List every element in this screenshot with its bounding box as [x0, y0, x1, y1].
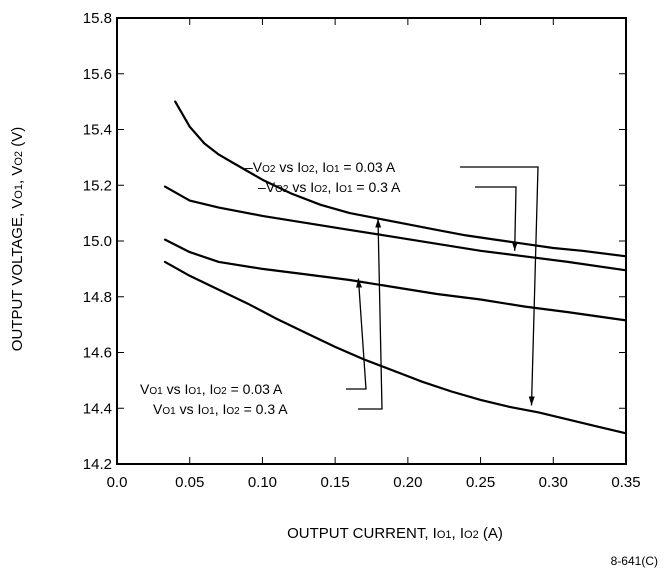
x-axis-title: OUTPUT CURRENT, IO1, IO2 (A) — [287, 525, 503, 542]
series-line-3 — [163, 238, 628, 322]
y-tick-label: 15.8 — [83, 10, 112, 27]
plot-frame — [116, 17, 627, 465]
y-tick-label: 15.2 — [83, 177, 112, 194]
annotation-label: VO1 vs IO1, IO2 = 0.3 A — [153, 401, 288, 417]
x-tick-label: 0.05 — [175, 474, 204, 491]
x-tick-label: 0.15 — [321, 474, 350, 491]
series-line-4 — [163, 260, 628, 435]
axis-ticks: 0.0 0.05 0.10 0.15 0.20 0.25 0.30 0.35 14.2 14.4 1… — [83, 10, 641, 491]
x-tick-label: 0.10 — [248, 474, 277, 491]
annotation-label: –VO2 vs IO2, IO1 = 0.3 A — [258, 179, 401, 195]
y-tick-label: 14.2 — [83, 456, 112, 473]
y-tick-label: 14.4 — [83, 400, 112, 417]
x-tick-label: 0.25 — [466, 474, 495, 491]
series-line-2 — [163, 185, 628, 272]
y-tick-label: 15.4 — [83, 122, 112, 139]
y-axis-title: OUTPUT VOLTAGE, VO1, VO2 (V) — [9, 127, 26, 351]
x-tick-label: 0.20 — [393, 474, 422, 491]
annotation-leader — [460, 166, 539, 406]
annotation-label: VO1 vs IO1, IO2 = 0.03 A — [140, 381, 283, 397]
series-curves — [163, 100, 628, 435]
y-tick-label: 15.6 — [83, 66, 112, 83]
x-tick-label: 0.35 — [611, 474, 640, 491]
annotation-leader — [475, 186, 518, 251]
annotation-leader — [358, 218, 383, 410]
figure-id: 8-641(C) — [611, 554, 658, 568]
y-tick-label: 14.8 — [83, 289, 112, 306]
y-tick-label: 14.6 — [83, 345, 112, 362]
x-tick-label: 0.0 — [107, 474, 128, 491]
y-tick-label: 15.0 — [83, 233, 112, 250]
annotation-label: –VO2 vs IO2, IO1 = 0.03 A — [245, 159, 396, 175]
annotations: –VO2 vs IO2, IO1 = 0.03 A –VO2 vs IO2, IO… — [140, 159, 539, 417]
x-tick-label: 0.30 — [539, 474, 568, 491]
annotation-leader — [346, 278, 367, 390]
series-line-1 — [174, 100, 628, 258]
